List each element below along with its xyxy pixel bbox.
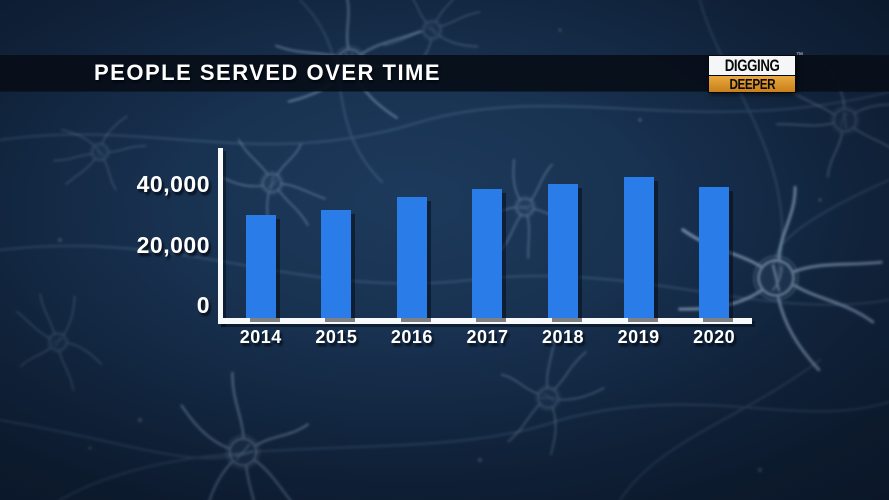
bar-2020 [699,187,730,318]
x-axis-line [218,318,752,324]
y-tick-label-20000: 20,000 [136,232,210,258]
badge-word-deeper: DEEPER [729,75,775,93]
page-title: PEOPLE SERVED OVER TIME [94,60,442,85]
x-tick-label-2015: 2015 [315,327,358,347]
bar-2014 [245,215,276,318]
x-labels-row: 2014 2015 2016 2017 2018 2019 2020 [223,327,752,348]
digging-deeper-badge: DIGGING DEEPER ™ [708,52,803,93]
x-tick-label-2014: 2014 [239,327,282,347]
x-tick-label-2020: 2020 [693,327,736,347]
y-tick-label-40000: 40,000 [136,171,210,197]
badge-bottom-row: DEEPER [709,75,795,92]
x-tick-label-2016: 2016 [390,327,433,347]
x-tick-label-2017: 2017 [466,327,509,347]
bar-2017 [472,189,503,318]
badge-top-row: DIGGING [709,56,795,75]
y-tick-label-0: 0 [196,292,210,318]
trademark-symbol: ™ [796,52,803,59]
x-tick-label-2018: 2018 [542,327,585,347]
bar-2016 [396,197,427,318]
bar-2019 [623,177,654,318]
x-tick-label-2019: 2019 [617,327,660,347]
badge-word-digging: DIGGING [724,56,780,75]
bar-2015 [321,210,352,318]
bars-row [223,177,752,318]
y-axis-line [218,148,223,324]
bar-2018 [548,184,579,318]
